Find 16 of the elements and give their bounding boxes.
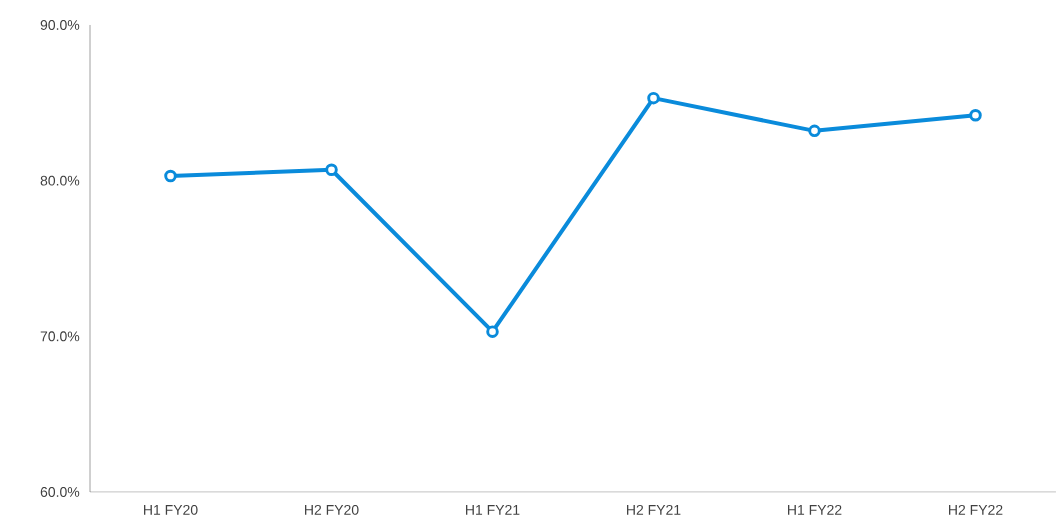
x-tick-label: H1 FY21: [466, 504, 520, 515]
y-tick-label: 60.0%: [40, 487, 80, 497]
x-tick-label: H1 FY22: [788, 504, 842, 515]
point: [647, 91, 660, 105]
y-tick-label: 90.0%: [40, 20, 80, 30]
x-tick-label: H2 FY20: [305, 504, 359, 515]
x-tick-label: H2 FY21: [627, 504, 681, 515]
point: [486, 325, 499, 338]
point: [164, 169, 177, 183]
x-tick-label: H1 FY20: [144, 504, 198, 515]
point: [808, 124, 821, 138]
y-tick-label: 80.0%: [40, 175, 80, 186]
point: [325, 163, 338, 177]
point: [969, 109, 982, 122]
y-tick-label: 70.0%: [40, 331, 80, 342]
x-tick-label: H2 FY22: [949, 504, 1003, 515]
